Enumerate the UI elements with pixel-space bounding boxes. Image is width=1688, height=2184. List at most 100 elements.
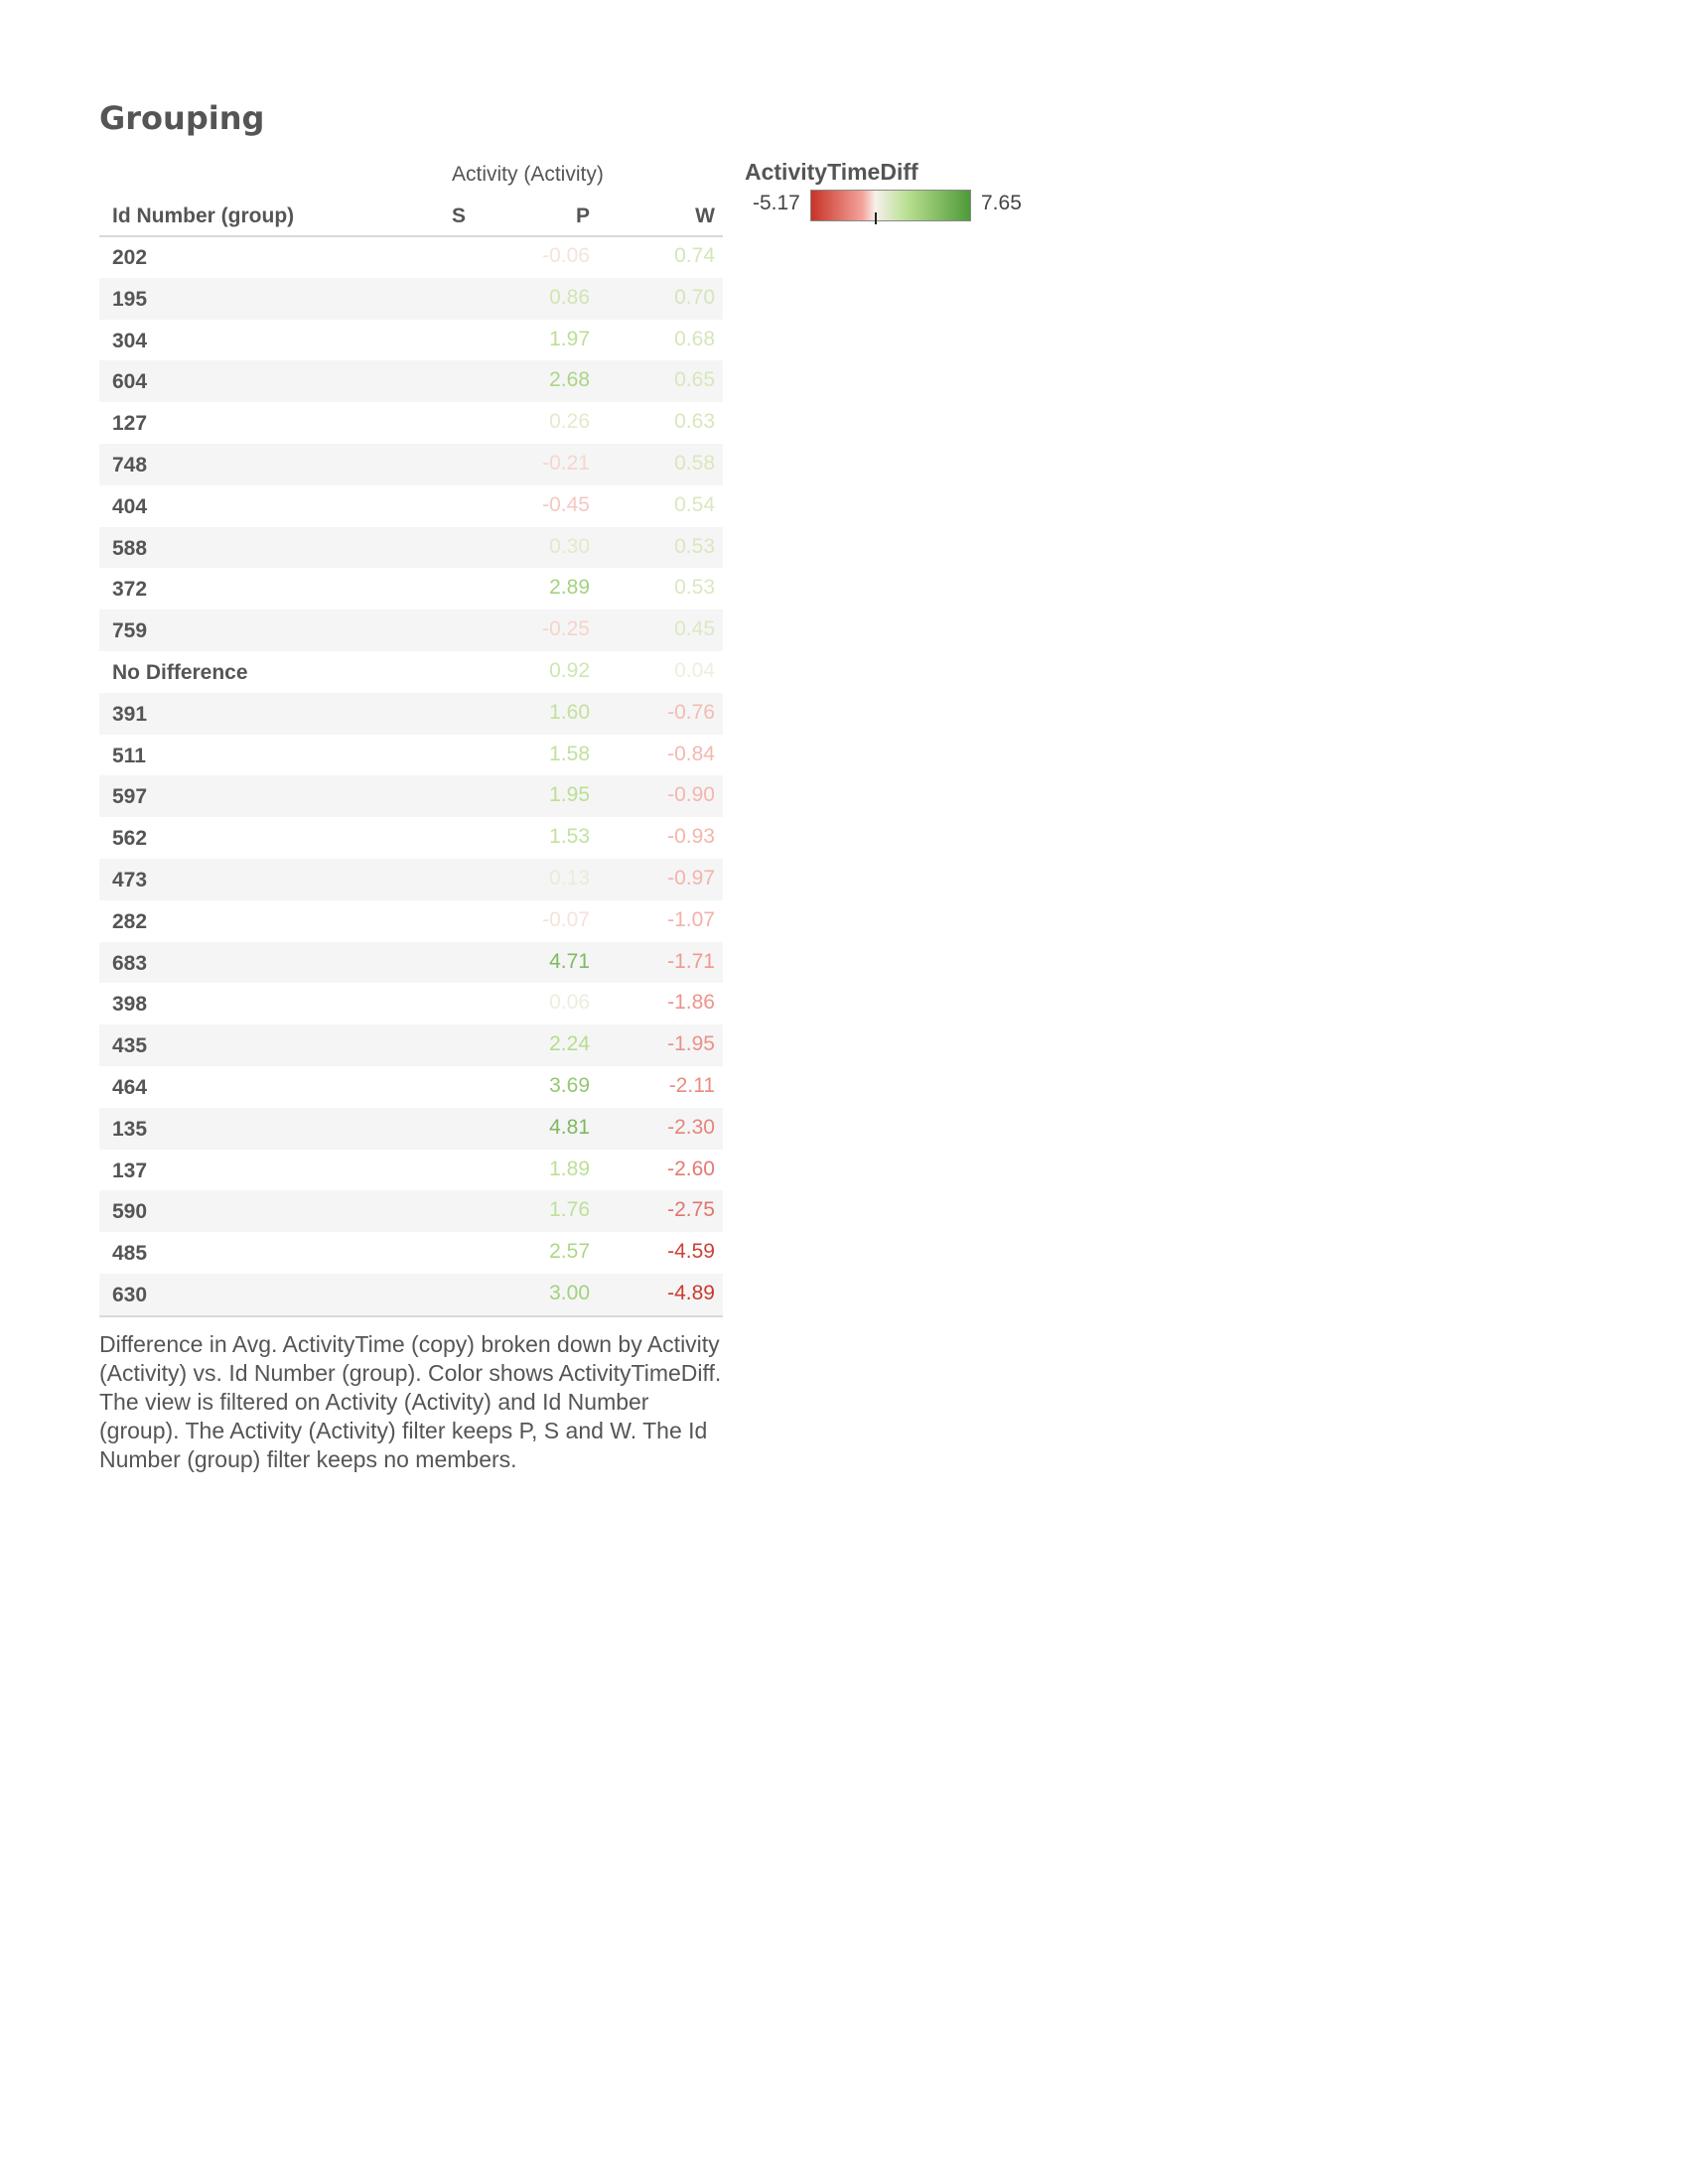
table-row: 562 1.53 -0.93 xyxy=(99,817,723,859)
cell-p-value: 1.95 xyxy=(549,783,590,807)
row-id-label: 137 xyxy=(112,1159,148,1182)
cell-w-value: 0.74 xyxy=(674,244,715,267)
table-row: 372 2.89 0.53 xyxy=(99,568,723,610)
cell-w-value: -1.95 xyxy=(667,1032,715,1056)
row-id-label: 473 xyxy=(112,868,148,891)
cell-w-value: -2.75 xyxy=(667,1198,715,1222)
legend-min-label: -5.17 xyxy=(753,192,800,214)
cell-p-value: 0.06 xyxy=(549,991,590,1015)
legend-max-label: 7.65 xyxy=(981,192,1022,214)
row-id-label: 588 xyxy=(112,536,148,560)
table-row: 404 -0.45 0.54 xyxy=(99,485,723,527)
cell-p-value: 1.97 xyxy=(549,327,590,350)
table-row: 748 -0.21 0.58 xyxy=(99,443,723,485)
cell-w-value: 0.58 xyxy=(674,451,715,475)
column-group-label: Activity (Activity) xyxy=(452,163,604,186)
cell-w-value: -1.86 xyxy=(667,991,715,1015)
cell-w-value: 0.04 xyxy=(674,658,715,682)
table-row: 588 0.30 0.53 xyxy=(99,526,723,569)
cell-p-value: 1.60 xyxy=(549,700,590,724)
table-row: 683 4.71 -1.71 xyxy=(99,941,723,984)
color-legend: ActivityTimeDiff -5.17 7.65 xyxy=(745,159,1043,229)
row-id-label: 404 xyxy=(112,494,148,518)
row-id-label: 590 xyxy=(112,1200,148,1224)
table-row: 137 1.89 -2.60 xyxy=(99,1150,723,1191)
row-id-label: 748 xyxy=(112,453,148,477)
cell-p-value: -0.45 xyxy=(542,492,590,516)
cell-p-value: 4.71 xyxy=(549,949,590,973)
cell-w-value: 0.54 xyxy=(674,492,715,516)
cell-p-value: 3.69 xyxy=(549,1073,590,1097)
cell-p-value: 2.24 xyxy=(549,1032,590,1056)
table-row: 473 0.13 -0.97 xyxy=(99,858,723,900)
cell-w-value: 0.45 xyxy=(674,617,715,641)
table-row: 511 1.58 -0.84 xyxy=(99,735,723,776)
cell-p-value: 1.53 xyxy=(549,825,590,849)
row-id-label: 630 xyxy=(112,1283,148,1306)
row-id-label: 464 xyxy=(112,1075,148,1099)
table-row: 195 0.86 0.70 xyxy=(99,277,723,320)
table-row: 759 -0.25 0.45 xyxy=(99,610,723,651)
cell-w-value: -4.89 xyxy=(667,1281,715,1304)
row-id-label: 683 xyxy=(112,951,148,975)
chart-caption: Difference in Avg. ActivityTime (copy) b… xyxy=(99,1331,722,1472)
table-row: 604 2.68 0.65 xyxy=(99,360,723,403)
row-header-label: Id Number (group) xyxy=(112,205,295,227)
row-id-label: 759 xyxy=(112,619,148,643)
legend-zero-tick xyxy=(874,212,877,224)
row-id-label: 391 xyxy=(112,702,148,726)
row-id-label: 562 xyxy=(112,827,148,851)
row-id-label: 304 xyxy=(112,329,148,352)
cell-p-value: 2.89 xyxy=(549,576,590,600)
cell-w-value: -0.76 xyxy=(667,700,715,724)
table-row: 630 3.00 -4.89 xyxy=(99,1273,723,1315)
legend-gradient-bar xyxy=(810,190,971,224)
table-row: 485 2.57 -4.59 xyxy=(99,1232,723,1274)
cell-p-value: 0.30 xyxy=(549,534,590,558)
cell-p-value: 0.26 xyxy=(549,410,590,434)
page-title: Grouping xyxy=(99,99,265,137)
row-id-label: 195 xyxy=(112,287,148,311)
row-id-label: 604 xyxy=(112,370,148,394)
cell-w-value: 0.53 xyxy=(674,534,715,558)
row-id-label: 435 xyxy=(112,1034,148,1058)
cell-w-value: -0.84 xyxy=(667,742,715,765)
cell-w-value: 0.70 xyxy=(674,285,715,309)
cell-p-value: 1.89 xyxy=(549,1157,590,1180)
cell-p-value: 0.86 xyxy=(549,285,590,309)
cell-w-value: -2.30 xyxy=(667,1115,715,1139)
header-row: Id Number (group) S P W xyxy=(99,203,723,237)
cell-p-value: -0.06 xyxy=(542,244,590,267)
table-row: No Difference 0.92 0.04 xyxy=(99,651,723,693)
cell-w-value: -0.93 xyxy=(667,825,715,849)
table-row: 435 2.24 -1.95 xyxy=(99,1024,723,1066)
cell-w-value: -2.11 xyxy=(668,1073,715,1097)
cell-w-value: -1.07 xyxy=(667,907,715,931)
cell-w-value: -1.71 xyxy=(667,949,715,973)
row-id-label: No Difference xyxy=(112,660,248,684)
legend-title: ActivityTimeDiff xyxy=(745,159,918,185)
row-id-label: 485 xyxy=(112,1242,148,1266)
cell-p-value: -0.07 xyxy=(542,907,590,931)
cell-w-value: 0.68 xyxy=(674,327,715,350)
row-id-label: 202 xyxy=(112,246,148,269)
row-id-label: 372 xyxy=(112,578,148,602)
table-row: 590 1.76 -2.75 xyxy=(99,1190,723,1233)
cell-w-value: -2.60 xyxy=(667,1157,715,1180)
table-row: 304 1.97 0.68 xyxy=(99,320,723,361)
table-row: 398 0.06 -1.86 xyxy=(99,983,723,1024)
cell-w-value: -4.59 xyxy=(667,1240,715,1264)
table-row: 282 -0.07 -1.07 xyxy=(99,900,723,942)
cell-p-value: -0.21 xyxy=(542,451,590,475)
table-row: 127 0.26 0.63 xyxy=(99,402,723,444)
cell-p-value: 0.13 xyxy=(549,866,590,889)
column-header-p: P xyxy=(575,205,590,227)
cell-w-value: 0.53 xyxy=(674,576,715,600)
cell-p-value: 0.92 xyxy=(549,658,590,682)
table-row: 391 1.60 -0.76 xyxy=(99,692,723,735)
table-body: 202 -0.06 0.74 195 0.86 0.70 304 1.97 0.68 604 2.6… xyxy=(99,236,723,1317)
table-row: 597 1.95 -0.90 xyxy=(99,775,723,818)
cell-w-value: 0.63 xyxy=(674,410,715,434)
row-id-label: 597 xyxy=(112,785,148,809)
table-bottom-border xyxy=(99,1314,723,1317)
